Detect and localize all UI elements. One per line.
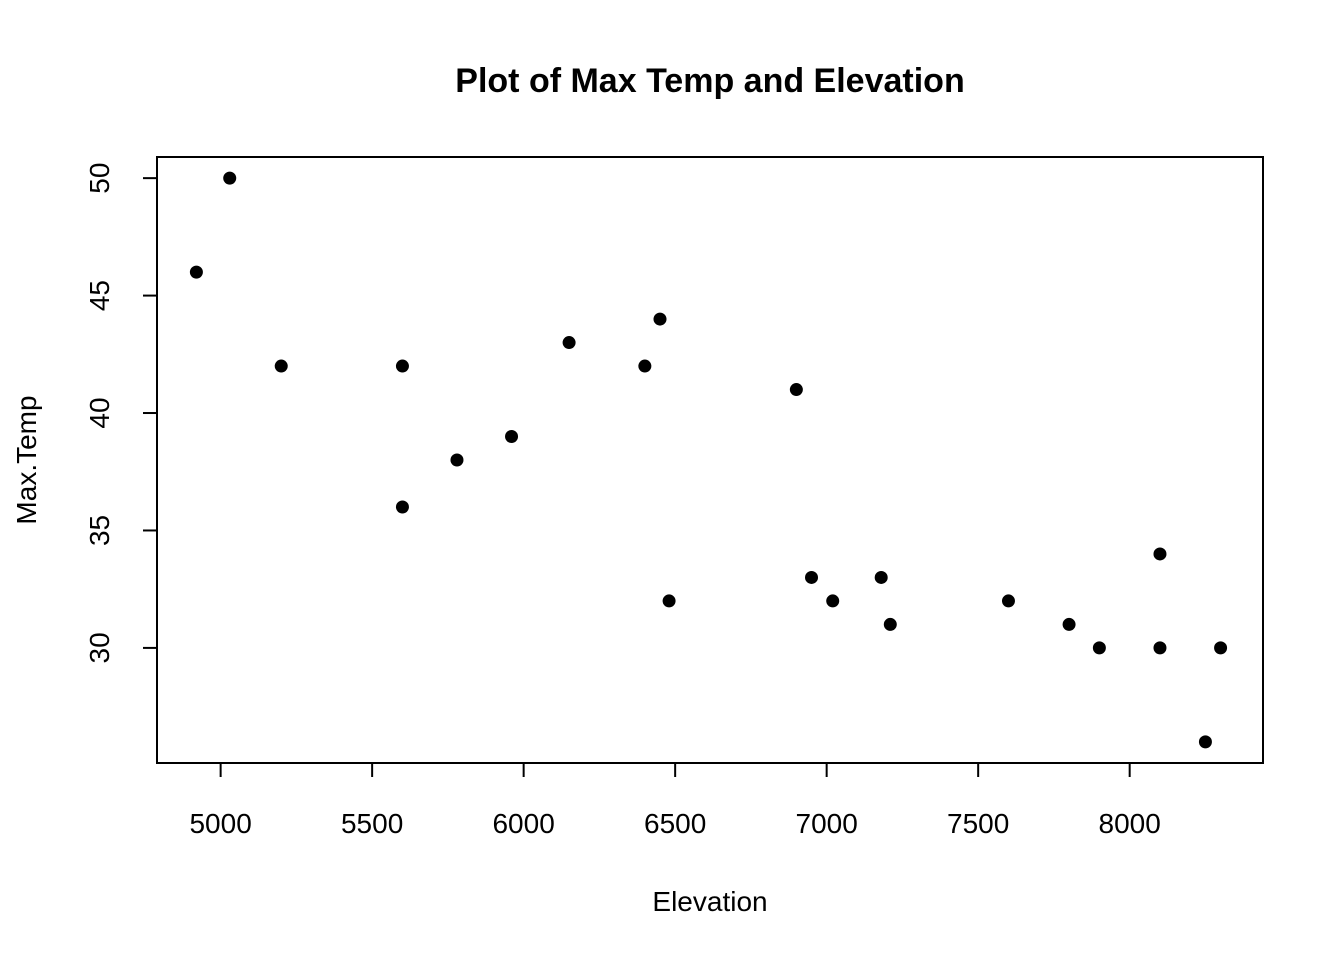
data-point	[1198, 735, 1212, 749]
data-point	[883, 617, 897, 631]
y-tick-label: 35	[84, 515, 115, 546]
data-point	[1001, 594, 1015, 608]
data-point	[1153, 641, 1167, 655]
data-point	[274, 359, 288, 373]
data-point	[653, 312, 667, 326]
data-point	[1214, 641, 1228, 655]
x-axis: 5000 5500 6000 6500 7000 7500 8000	[189, 762, 1161, 839]
data-point	[395, 359, 409, 373]
x-tick-label: 6500	[644, 808, 706, 839]
x-axis-label: Elevation	[652, 886, 767, 917]
y-tick-label: 30	[84, 632, 115, 663]
data-point	[874, 570, 888, 584]
x-tick-label: 7000	[796, 808, 858, 839]
y-tick-label: 45	[84, 280, 115, 311]
x-tick-label: 8000	[1099, 808, 1161, 839]
data-point	[826, 594, 840, 608]
data-point	[662, 594, 676, 608]
data-point	[450, 453, 464, 467]
x-tick-label: 5500	[341, 808, 403, 839]
y-tick-label: 40	[84, 397, 115, 428]
plot-frame	[156, 156, 1264, 764]
y-axis-label: Max.Temp	[11, 395, 42, 524]
data-point	[805, 570, 819, 584]
data-point	[505, 430, 519, 444]
data-point	[1153, 547, 1167, 561]
x-tick-label: 6000	[492, 808, 554, 839]
x-tick-label: 7500	[947, 808, 1009, 839]
data-point	[638, 359, 652, 373]
data-point	[1062, 617, 1076, 631]
y-tick-label: 50	[84, 163, 115, 194]
x-tick-label: 5000	[189, 808, 251, 839]
data-point	[395, 500, 409, 514]
data-point	[1092, 641, 1106, 655]
chart-title: Plot of Max Temp and Elevation	[455, 62, 964, 100]
data-points	[189, 171, 1228, 749]
data-point	[789, 383, 803, 397]
data-point	[223, 171, 237, 185]
data-point	[189, 265, 203, 279]
data-point	[562, 336, 576, 350]
y-axis: 30 35 40 45 50	[84, 163, 158, 663]
